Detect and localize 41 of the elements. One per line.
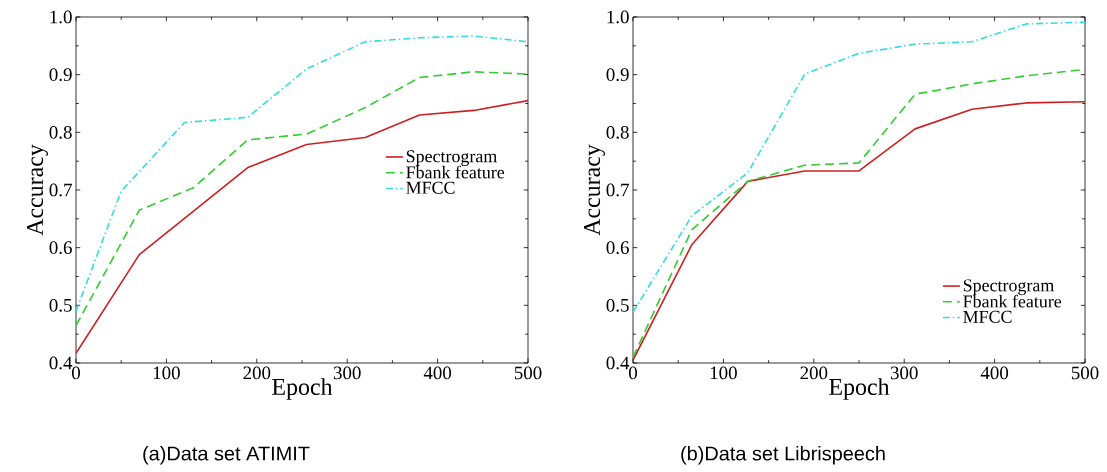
y-tick-label: 0.7 (49, 183, 72, 197)
x-tick-label: 500 (1071, 366, 1099, 380)
text: (b)Data set Librispeech (681, 445, 885, 465)
x-tick-label: 400 (423, 366, 452, 380)
x-tick-label: 500 (514, 366, 542, 380)
y-tick-label: 0.9 (606, 68, 629, 82)
y-tick-label: 1.0 (607, 10, 629, 24)
x-axis-title: Epoch (272, 378, 333, 400)
x-tick-label: 200 (243, 366, 271, 380)
y-tick-label: 0.5 (49, 298, 72, 312)
legend-label: Spectrogram (963, 279, 1055, 296)
line-series (76, 70, 528, 327)
legend-label: MFCC (963, 310, 1012, 323)
text: (a)Data set ATIMIT (143, 445, 310, 465)
line-series (76, 35, 528, 312)
legend-label: MFCC (406, 181, 455, 194)
x-tick-label: 100 (153, 366, 180, 380)
y-tick-label: 0.5 (606, 298, 629, 312)
x-axis-title: Epoch (829, 378, 890, 400)
legend-label: Spectrogram (406, 150, 498, 167)
y-tick-label: 0.4 (606, 356, 630, 370)
y-tick-label: 0.9 (49, 68, 72, 82)
y-tick-label: 0.7 (606, 183, 629, 197)
y-axis-title: Accuracy (27, 144, 48, 236)
x-tick-label: 100 (710, 366, 737, 380)
y-tick-label: 0.6 (49, 241, 72, 255)
line-series (76, 99, 528, 354)
y-axis-title: Accuracy (584, 144, 605, 236)
y-tick-label: 1.0 (50, 10, 72, 24)
x-tick-label: 0 (71, 366, 80, 380)
legend-label: Fbank feature (406, 165, 505, 179)
x-tick-label: 300 (890, 366, 918, 380)
y-tick-label: 0.4 (49, 356, 73, 370)
y-tick-label: 0.6 (606, 241, 629, 255)
y-tick-label: 0.8 (606, 125, 629, 139)
x-tick-label: 400 (980, 366, 1009, 380)
x-tick-label: 300 (333, 366, 361, 380)
legend-label: Fbank feature (963, 294, 1062, 308)
x-tick-label: 0 (628, 366, 638, 380)
x-tick-label: 200 (800, 366, 828, 380)
y-tick-label: 0.8 (49, 125, 72, 139)
